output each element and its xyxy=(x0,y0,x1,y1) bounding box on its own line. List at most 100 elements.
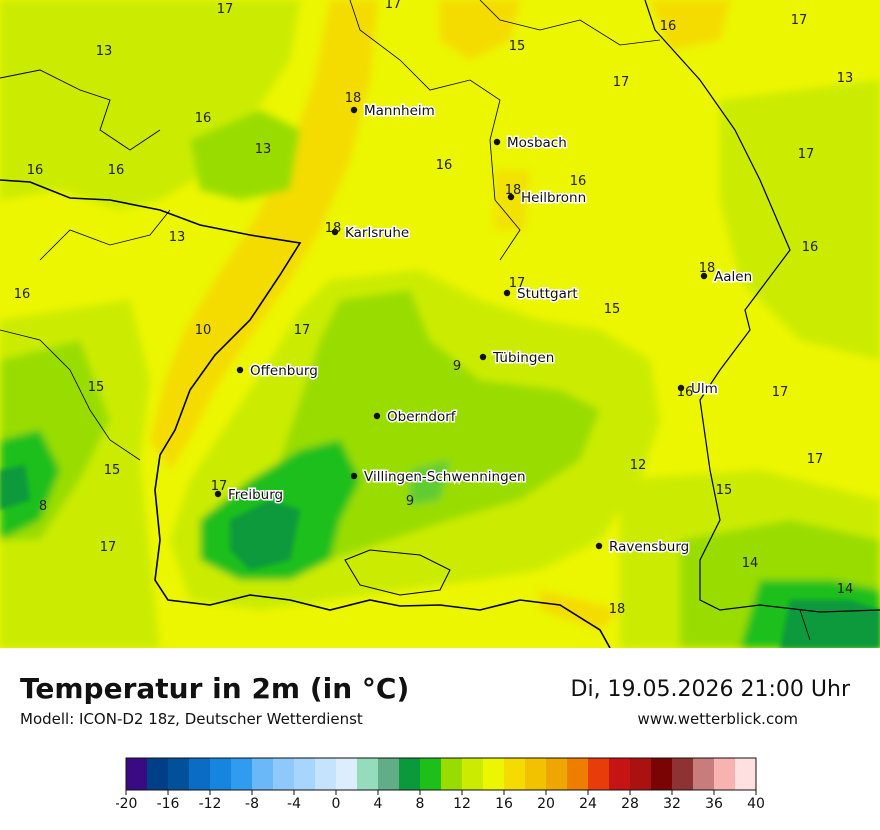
city-label: Oberndorf xyxy=(387,409,457,425)
temperature-label: 12 xyxy=(630,458,647,473)
city-marker xyxy=(700,272,708,280)
legend-swatch xyxy=(336,758,358,790)
legend-swatch xyxy=(378,758,400,790)
city-marker xyxy=(493,138,501,146)
city-label: Ulm xyxy=(691,381,718,397)
country-border-west xyxy=(0,179,611,648)
city-label: Tübingen xyxy=(492,350,554,366)
legend-swatch xyxy=(147,758,169,790)
temperature-label: 9 xyxy=(406,494,414,509)
legend-swatch xyxy=(273,758,295,790)
city-marker xyxy=(331,228,339,236)
legend-tick-label: 28 xyxy=(621,796,639,812)
legend-swatch xyxy=(525,758,547,790)
legend-swatch xyxy=(357,758,379,790)
region-border-2 xyxy=(349,0,521,261)
legend-tick-label: -8 xyxy=(245,796,259,812)
temperature-label: 17 xyxy=(613,75,630,90)
legend-tick-label: -20 xyxy=(116,796,137,812)
legend-swatch xyxy=(441,758,463,790)
city-label: Mannheim xyxy=(364,103,435,119)
temperature-label: 15 xyxy=(604,302,621,317)
zone-8-sw xyxy=(0,465,30,510)
city-label: Mosbach xyxy=(507,135,567,151)
legend-swatch xyxy=(462,758,484,790)
temperature-label: 16 xyxy=(660,19,677,34)
legend-swatch xyxy=(294,758,316,790)
city-marker xyxy=(373,412,381,420)
legend-swatch xyxy=(567,758,589,790)
temperature-label: 13 xyxy=(255,142,272,157)
temperature-label: 17 xyxy=(798,147,815,162)
temperature-label: 16 xyxy=(802,240,819,255)
temperature-label: 16 xyxy=(108,163,125,178)
temperature-label: 17 xyxy=(509,276,526,291)
legend-tick-label: 8 xyxy=(416,796,425,812)
legend-tick-label: 24 xyxy=(579,796,597,812)
region-border-4 xyxy=(0,329,141,461)
legend-swatch xyxy=(126,758,148,790)
legend-swatch xyxy=(546,758,568,790)
legend-tick-label: 12 xyxy=(453,796,471,812)
city-marker xyxy=(503,289,511,297)
legend-swatch xyxy=(588,758,610,790)
color-legend: -20 -16 -12 -8 -4 0 4 8 12 16 20 24 28 32 36 40 xyxy=(116,757,765,812)
city-label: Karlsruhe xyxy=(345,225,409,241)
temperature-label: 17 xyxy=(211,479,228,494)
city-label: Heilbronn xyxy=(521,190,586,206)
legend-swatch xyxy=(714,758,736,790)
city-markers: Mannheim Mosbach Heilbronn Karlsruhe Stuttga… xyxy=(214,102,754,557)
zone-18-rhine xyxy=(150,0,378,470)
city-marker xyxy=(236,366,244,374)
city-label: Offenburg xyxy=(250,363,318,379)
temperature-label: 15 xyxy=(509,39,526,54)
zone-18-south xyxy=(540,590,620,630)
legend-swatch xyxy=(630,758,652,790)
city-marker xyxy=(595,542,603,550)
temperature-label: 17 xyxy=(385,0,402,12)
map-title: Temperatur in 2m (in °C) xyxy=(20,672,410,705)
temperature-label: 9 xyxy=(453,359,461,374)
temperature-label: 17 xyxy=(217,2,234,17)
temperature-label: 14 xyxy=(742,556,759,571)
temperature-map: Mannheim Mosbach Heilbronn Karlsruhe Stuttga… xyxy=(0,0,880,648)
legend-tick-label: -4 xyxy=(287,796,301,812)
zone-8-se xyxy=(780,600,880,648)
legend-swatch xyxy=(315,758,337,790)
temperature-label: 17 xyxy=(807,452,824,467)
temperature-label: 8 xyxy=(39,499,47,514)
zone-14-west xyxy=(0,0,300,210)
legend-swatch xyxy=(651,758,673,790)
legend-swatch xyxy=(399,758,421,790)
temperature-label: 17 xyxy=(791,13,808,28)
temperature-label: 13 xyxy=(169,230,186,245)
city-marker xyxy=(214,490,222,498)
legend-swatch xyxy=(231,758,253,790)
temperature-label: 18 xyxy=(609,602,626,617)
temperature-labels: 17 17 16 17 13 15 13 17 16 13 16 16 16 17 18 16 13 18 18 16… xyxy=(14,0,854,617)
temperature-label: 16 xyxy=(570,174,587,189)
legend-swatch xyxy=(672,758,694,790)
website-link[interactable]: www.wetterblick.com xyxy=(637,710,798,728)
temperature-label: 13 xyxy=(837,71,854,86)
borders xyxy=(0,0,880,648)
legend-ticks: -20 -16 -12 -8 -4 0 4 8 12 16 20 24 28 32 36 40 xyxy=(116,790,765,812)
legend-swatch xyxy=(168,758,190,790)
city-marker xyxy=(479,353,487,361)
legend-tick-label: -16 xyxy=(157,796,180,812)
legend-swatch xyxy=(189,758,211,790)
country-border-east xyxy=(644,0,880,613)
legend-tick-label: 36 xyxy=(705,796,723,812)
city-label: Ravensburg xyxy=(609,539,689,555)
temperature-label: 16 xyxy=(436,158,453,173)
legend-tick-label: 20 xyxy=(537,796,555,812)
temperature-label: 18 xyxy=(345,91,362,106)
city-marker xyxy=(350,106,358,114)
legend-tick-label: 32 xyxy=(663,796,681,812)
temperature-label: 17 xyxy=(100,540,117,555)
swiss-border xyxy=(344,549,451,596)
temperature-label: 16 xyxy=(27,163,44,178)
zone-10-bf-mid xyxy=(410,460,450,505)
zone-18-north xyxy=(440,0,520,60)
temperature-label: 14 xyxy=(837,582,854,597)
